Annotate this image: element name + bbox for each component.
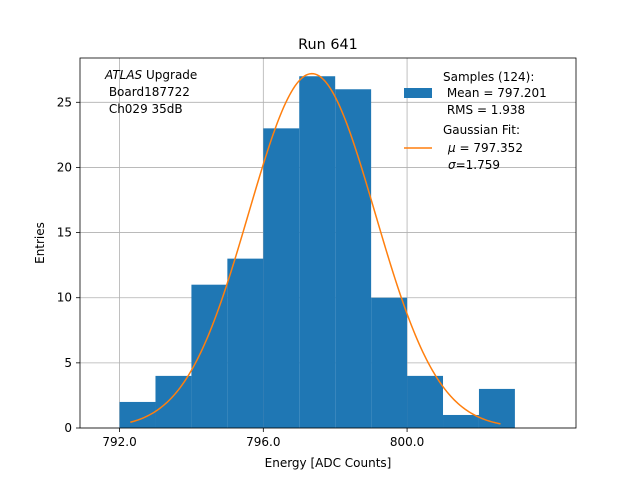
legend-samples-mean: Mean = 797.201 bbox=[443, 86, 547, 100]
axes-frame bbox=[79, 57, 577, 429]
legend: Samples (124): Mean = 797.201 RMS = 1.93… bbox=[404, 70, 547, 172]
board-label: Board187722 bbox=[105, 85, 190, 99]
atlas-label: ATLAS bbox=[104, 68, 143, 82]
chart-title: Run 641 bbox=[298, 37, 358, 53]
y-tick-label: 5 bbox=[64, 356, 72, 370]
histogram-bar bbox=[191, 284, 228, 428]
y-tick-label: 10 bbox=[57, 291, 72, 305]
y-tick-label: 0 bbox=[64, 421, 72, 435]
histogram-bar bbox=[263, 128, 300, 428]
legend-fit-sigma-value: =1.759 bbox=[456, 158, 500, 172]
atlas-annotation: ATLAS Upgrade Board187722 Ch029 35dB bbox=[104, 68, 197, 116]
legend-fit-mu-symbol: μ bbox=[447, 141, 456, 155]
y-tick-label: 25 bbox=[57, 95, 72, 109]
histogram-bar bbox=[299, 76, 336, 428]
channel-label: Ch029 35dB bbox=[105, 102, 183, 116]
x-axis-label: Energy [ADC Counts] bbox=[265, 456, 392, 470]
y-tick-label: 15 bbox=[57, 226, 72, 240]
histogram-bar bbox=[227, 258, 264, 428]
svg-text:μ = 797.352: μ = 797.352 bbox=[447, 141, 523, 155]
legend-samples-rms: RMS = 1.938 bbox=[443, 103, 525, 117]
histogram-bars bbox=[119, 76, 515, 428]
legend-fit-mu-value: = 797.352 bbox=[456, 141, 523, 155]
upgrade-label: Upgrade bbox=[142, 68, 197, 82]
legend-samples-title: Samples (124): bbox=[443, 70, 534, 84]
legend-samples-swatch bbox=[404, 88, 432, 98]
histogram-bar bbox=[478, 388, 515, 428]
y-axis-label: Entries bbox=[33, 222, 47, 264]
gaussian-fit-curve bbox=[130, 72, 501, 425]
x-tick-label: 792.0 bbox=[102, 435, 136, 449]
svg-text:σ=1.759: σ=1.759 bbox=[448, 158, 500, 172]
histogram-bar bbox=[371, 297, 408, 428]
axis-ticks: 792.0 796.0 800.0 0 5 10 15 20 25 bbox=[57, 95, 425, 449]
histogram-bar bbox=[155, 375, 192, 428]
x-tick-label: 800.0 bbox=[390, 435, 424, 449]
histogram-bar bbox=[335, 89, 372, 428]
x-tick-label: 796.0 bbox=[246, 435, 280, 449]
histogram-bar bbox=[443, 414, 479, 428]
svg-text:ATLAS Upgrade: ATLAS Upgrade bbox=[104, 68, 197, 82]
legend-fit-sigma-symbol: σ bbox=[448, 158, 456, 172]
legend-fit-title: Gaussian Fit: bbox=[443, 123, 520, 137]
histogram-bar bbox=[407, 375, 444, 428]
y-tick-label: 20 bbox=[57, 160, 72, 174]
